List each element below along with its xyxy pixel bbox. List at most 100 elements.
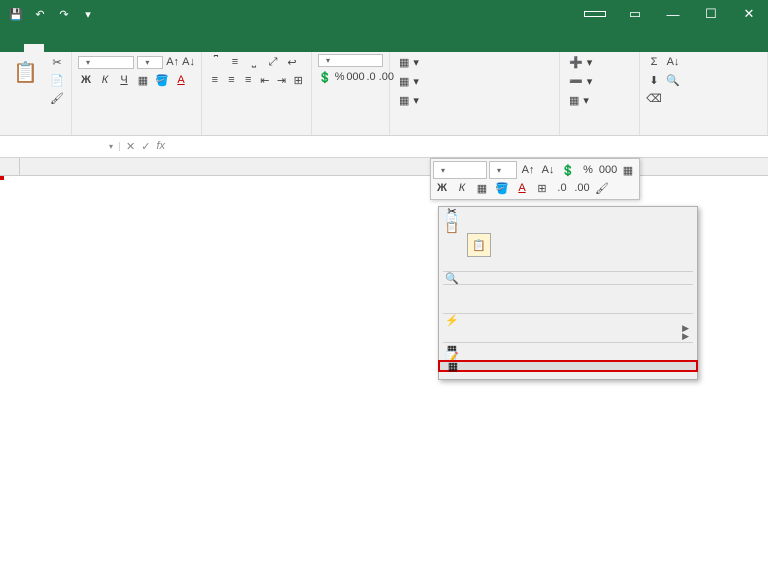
tab-review[interactable] <box>124 44 144 52</box>
cancel-fx-icon[interactable]: ✕ <box>126 140 135 153</box>
border-icon[interactable]: ▦ <box>135 72 151 88</box>
selection-outline <box>0 176 4 180</box>
share-button[interactable] <box>739 44 762 52</box>
fx-icon[interactable]: fx <box>156 140 165 153</box>
qat-custom-icon[interactable]: ▾ <box>78 4 98 24</box>
shrink-font-icon[interactable]: A↓ <box>182 54 195 70</box>
ctx-insert[interactable] <box>439 287 697 295</box>
wrap-icon[interactable]: ↩ <box>284 54 300 70</box>
mini-percent-icon[interactable]: % <box>579 161 597 179</box>
redo-icon[interactable]: ↷ <box>54 4 74 24</box>
ctx-get-data[interactable]: ▦ <box>439 345 697 353</box>
minimize-icon[interactable]: — <box>654 0 692 28</box>
percent-icon[interactable]: % <box>335 69 345 85</box>
mini-dec-dec-icon[interactable]: .00 <box>573 179 591 197</box>
tab-file[interactable] <box>4 44 24 52</box>
tab-insert[interactable] <box>44 44 64 52</box>
undo-icon[interactable]: ↶ <box>30 4 50 24</box>
insert-cells-button[interactable]: ➕▾ <box>566 54 595 71</box>
find-icon[interactable]: 🔍 <box>665 72 681 88</box>
login-button[interactable] <box>584 11 606 17</box>
bold-icon[interactable]: Ж <box>78 72 94 88</box>
copy-icon[interactable]: 📄 <box>49 72 65 88</box>
indent-inc-icon[interactable]: ⇥ <box>275 72 289 88</box>
fill-icon[interactable]: ⬇ <box>646 72 662 88</box>
mini-inc-dec-icon[interactable]: .0 <box>553 179 571 197</box>
mini-font-size[interactable] <box>489 161 517 179</box>
cut-icon[interactable]: ✂ <box>49 54 65 70</box>
indent-dec-icon[interactable]: ⇤ <box>258 72 272 88</box>
mini-grow-font-icon[interactable]: A↑ <box>519 161 537 179</box>
mini-shrink-font-icon[interactable]: A↓ <box>539 161 557 179</box>
spreadsheet-grid[interactable]: A↑ A↓ 💲 % 000 ▦ Ж К ▦ 🪣 A ⊞ .0 .00 🖌 ✂ 📄… <box>0 158 768 176</box>
tab-formulas[interactable] <box>84 44 104 52</box>
italic-icon[interactable]: К <box>97 72 113 88</box>
paste-button[interactable]: 📋 <box>6 54 45 92</box>
mini-border-icon[interactable]: ▦ <box>473 179 491 197</box>
number-format[interactable] <box>318 54 383 67</box>
ctx-paste-default[interactable]: 📋 <box>467 233 491 257</box>
select-all-corner[interactable] <box>0 158 20 175</box>
align-right-icon[interactable]: ≡ <box>241 72 255 88</box>
cond-format-button[interactable]: ▦▾ <box>396 54 422 71</box>
sort-icon[interactable]: A↓ <box>665 54 681 70</box>
format-table-button[interactable]: ▦▾ <box>396 73 422 90</box>
mini-border2-icon[interactable]: ⊞ <box>533 179 551 197</box>
ribbon-opts-icon[interactable]: ▭ <box>616 0 654 28</box>
ctx-pick-list[interactable] <box>439 371 697 379</box>
align-center-icon[interactable]: ≡ <box>225 72 239 88</box>
currency-icon[interactable]: 💲 <box>318 69 332 85</box>
save-icon[interactable]: 💾 <box>6 4 26 24</box>
tab-layout[interactable] <box>64 44 84 52</box>
autosum-icon[interactable]: Σ <box>646 54 662 70</box>
mini-font-name[interactable] <box>433 161 487 179</box>
font-size[interactable] <box>137 56 163 69</box>
ctx-sort[interactable]: ▶ <box>439 332 697 340</box>
mini-comma-icon[interactable]: 000 <box>599 161 617 179</box>
ctx-clear[interactable] <box>439 303 697 311</box>
mini-currency-icon[interactable]: 💲 <box>559 161 577 179</box>
mini-cf-icon[interactable]: ▦ <box>619 161 637 179</box>
align-middle-icon[interactable]: ≡ <box>227 54 243 70</box>
maximize-icon[interactable]: ☐ <box>692 0 730 28</box>
align-top-icon[interactable]: ⎴ <box>208 54 224 70</box>
context-menu: ✂ 📄 📋 📋 🔍 ⚡ ▶ ▶ ▦ 📝 ▦ <box>438 206 698 380</box>
cell-styles-button[interactable]: ▦▾ <box>396 92 422 109</box>
tell-me[interactable] <box>716 44 739 52</box>
ctx-copy[interactable]: 📄 <box>439 215 697 223</box>
align-bottom-icon[interactable]: ⎵ <box>246 54 262 70</box>
format-cells-button[interactable]: ▦▾ <box>566 92 595 109</box>
fill-color-icon[interactable]: 🪣 <box>154 72 170 88</box>
format-painter-icon[interactable]: 🖌 <box>49 90 65 106</box>
ctx-cut[interactable]: ✂ <box>439 207 697 215</box>
grow-font-icon[interactable]: A↑ <box>166 54 179 70</box>
tab-home[interactable] <box>24 44 44 52</box>
name-box[interactable]: ▾ <box>0 142 120 151</box>
clear-icon[interactable]: ⌫ <box>646 90 662 106</box>
font-name[interactable] <box>78 56 134 69</box>
accept-fx-icon[interactable]: ✓ <box>141 140 150 153</box>
font-color-icon[interactable]: A <box>173 72 189 88</box>
tab-data[interactable] <box>104 44 124 52</box>
ctx-paste-special[interactable] <box>439 261 697 269</box>
title-bar: 💾 ↶ ↷ ▾ ▭ — ☐ ✕ <box>0 0 768 28</box>
close-icon[interactable]: ✕ <box>730 0 768 28</box>
ctx-quick-analysis[interactable]: ⚡ <box>439 316 697 324</box>
ctx-filter[interactable]: ▶ <box>439 324 697 332</box>
underline-icon[interactable]: Ч <box>116 72 132 88</box>
orientation-icon[interactable]: ⤢ <box>265 54 281 70</box>
mini-italic-icon[interactable]: К <box>453 179 471 197</box>
comma-icon[interactable]: 000 <box>347 69 363 85</box>
mini-fill-icon[interactable]: 🪣 <box>493 179 511 197</box>
mini-bold-icon[interactable]: Ж <box>433 179 451 197</box>
mini-painter-icon[interactable]: 🖌 <box>593 179 611 197</box>
tab-help[interactable] <box>164 44 184 52</box>
align-left-icon[interactable]: ≡ <box>208 72 222 88</box>
delete-cells-button[interactable]: ➖▾ <box>566 73 595 90</box>
mini-font-color-icon[interactable]: A <box>513 179 531 197</box>
inc-dec-icon[interactable]: .0 <box>366 69 375 85</box>
tab-view[interactable] <box>144 44 164 52</box>
merge-icon[interactable]: ⊞ <box>291 72 305 88</box>
ctx-smart-lookup[interactable]: 🔍 <box>439 274 697 282</box>
ctx-delete[interactable] <box>439 295 697 303</box>
